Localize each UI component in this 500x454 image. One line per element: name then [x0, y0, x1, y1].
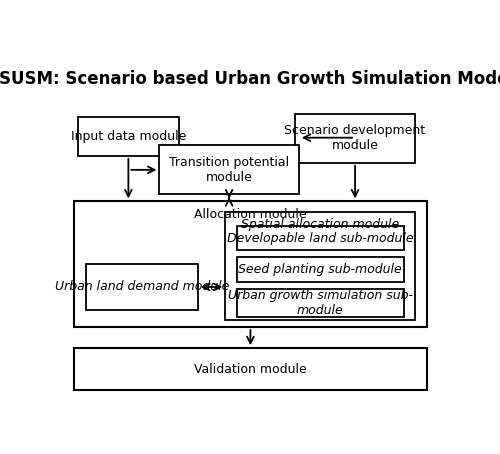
Text: Input data module: Input data module [70, 130, 186, 143]
FancyBboxPatch shape [74, 201, 427, 327]
FancyBboxPatch shape [237, 226, 404, 250]
Text: Seed planting sub-module: Seed planting sub-module [238, 263, 402, 276]
FancyBboxPatch shape [74, 348, 427, 390]
Text: Validation module: Validation module [194, 363, 307, 375]
Text: Transition potential
module: Transition potential module [169, 156, 289, 184]
FancyBboxPatch shape [78, 118, 179, 156]
Text: Allocation module: Allocation module [194, 207, 307, 221]
Text: Developable land sub-module: Developable land sub-module [227, 232, 414, 245]
FancyBboxPatch shape [86, 264, 198, 310]
Text: Scenario development
module: Scenario development module [284, 124, 426, 153]
Text: Urban growth simulation sub-
module: Urban growth simulation sub- module [228, 289, 412, 317]
FancyBboxPatch shape [237, 289, 404, 317]
Text: Urban land demand module: Urban land demand module [55, 281, 229, 293]
FancyBboxPatch shape [295, 114, 415, 163]
Text: SUSM: Scenario based Urban Growth Simulation Model: SUSM: Scenario based Urban Growth Simula… [0, 70, 500, 88]
Text: Spatial allocation module: Spatial allocation module [241, 218, 400, 231]
FancyBboxPatch shape [225, 212, 415, 320]
FancyBboxPatch shape [237, 257, 404, 281]
FancyBboxPatch shape [160, 145, 299, 194]
